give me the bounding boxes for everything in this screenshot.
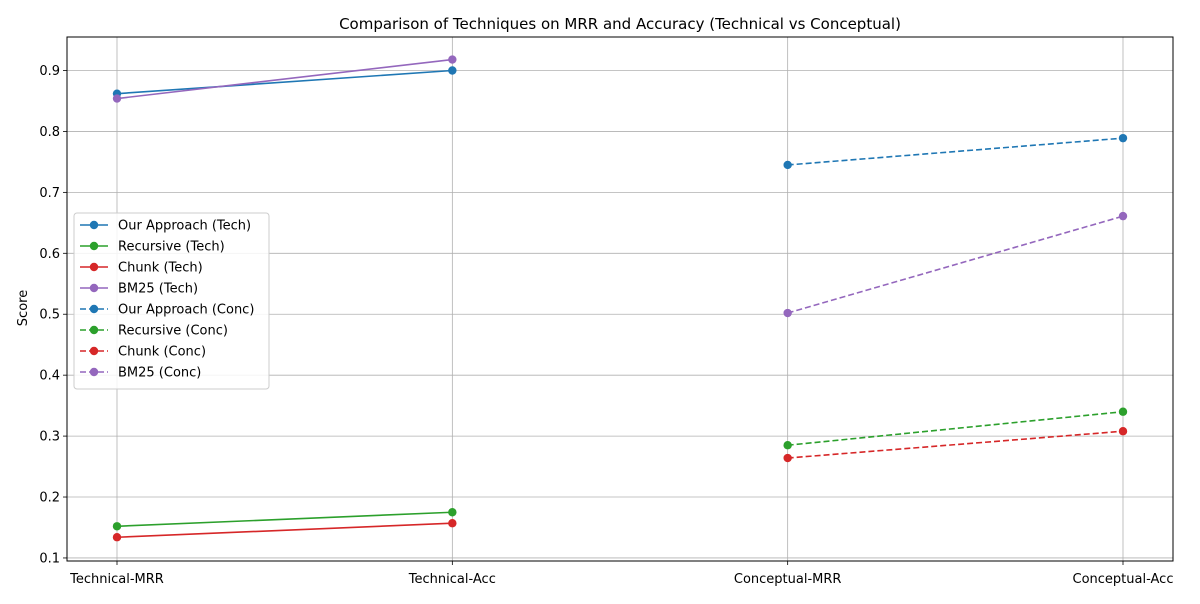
y-tick-label: 0.5 [39,308,60,323]
legend-item: Recursive (Tech) [80,240,225,255]
x-tick-label: Technical-Acc [408,572,496,587]
series-path [116,69,453,95]
legend-marker [89,346,99,356]
data-point [1118,211,1128,221]
data-point [1118,133,1128,143]
legend-label: BM25 (Conc) [118,366,201,381]
legend-label: Chunk (Tech) [118,261,203,276]
legend-marker [89,367,99,377]
legend-marker [89,304,99,314]
chart-title: Comparison of Techniques on MRR and Accu… [339,15,901,33]
legend-box [73,212,270,390]
y-axis-label: Score [16,290,31,326]
y-tick-label: 0.9 [39,64,60,79]
legend-item: BM25 (Tech) [80,282,198,297]
series-path [787,137,1124,166]
data-point [448,519,457,528]
series-line [783,133,1128,170]
data-point [448,55,457,64]
y-tick-label: 0.1 [39,551,60,566]
legend-item: Chunk (Conc) [80,345,206,360]
legend-item: Our Approach (Conc) [80,303,254,318]
y-tick-label: 0.2 [39,491,60,506]
legend-label: Chunk (Conc) [118,345,206,360]
y-tick-label: 0.7 [39,186,60,201]
series-line [783,211,1128,318]
series-line [112,55,457,103]
legend-marker [89,241,99,251]
legend: Our Approach (Tech) Recursive (Tech) Chunk… [73,212,270,390]
data-point [112,533,122,542]
legend-item: Our Approach (Tech) [80,219,251,234]
data-point [1118,427,1128,436]
legend-marker [89,262,99,272]
data-point [783,453,792,463]
series-path [787,430,1124,459]
x-tick-label: Technical-MRR [69,572,164,587]
y-tick-label: 0.6 [39,247,60,262]
legend-marker [89,220,99,230]
y-tick-label: 0.8 [39,125,60,140]
series-path [116,522,453,539]
plot-frame [66,36,1174,562]
legend-marker [89,283,99,293]
y-tick-label: 0.3 [39,430,60,445]
data-point [112,94,122,103]
series-line [112,508,457,531]
series-line [783,407,1128,450]
data-point [783,441,792,450]
legend-label: Recursive (Tech) [118,240,225,255]
series-path [787,215,1124,314]
legend-label: Recursive (Conc) [118,324,228,339]
legend-item: BM25 (Conc) [80,366,201,381]
series-line [112,519,457,542]
legend-label: Our Approach (Tech) [118,219,251,234]
data-point [783,308,792,318]
data-point [783,160,792,170]
data-point [448,66,457,75]
series-path [116,58,453,100]
data-point [448,508,457,517]
series-path [116,511,453,528]
series-layer [112,55,1128,542]
data-point [1118,407,1128,416]
series-path [787,410,1124,447]
legend-item: Recursive (Conc) [80,324,228,339]
legend-label: BM25 (Tech) [118,282,198,297]
series-line [783,427,1128,463]
y-tick-label: 0.4 [39,369,60,384]
ticks-layer: 0.1 0.2 0.3 0.4 0.5 0.6 0.7 0.8 0.9 Technical-MRR… [39,64,1173,587]
x-tick-label: Conceptual-MRR [734,572,842,587]
legend-marker [89,325,99,335]
data-point [112,522,122,531]
x-tick-label: Conceptual-Acc [1073,572,1174,587]
legend-item: Chunk (Tech) [80,261,203,276]
legend-label: Our Approach (Conc) [118,303,254,318]
